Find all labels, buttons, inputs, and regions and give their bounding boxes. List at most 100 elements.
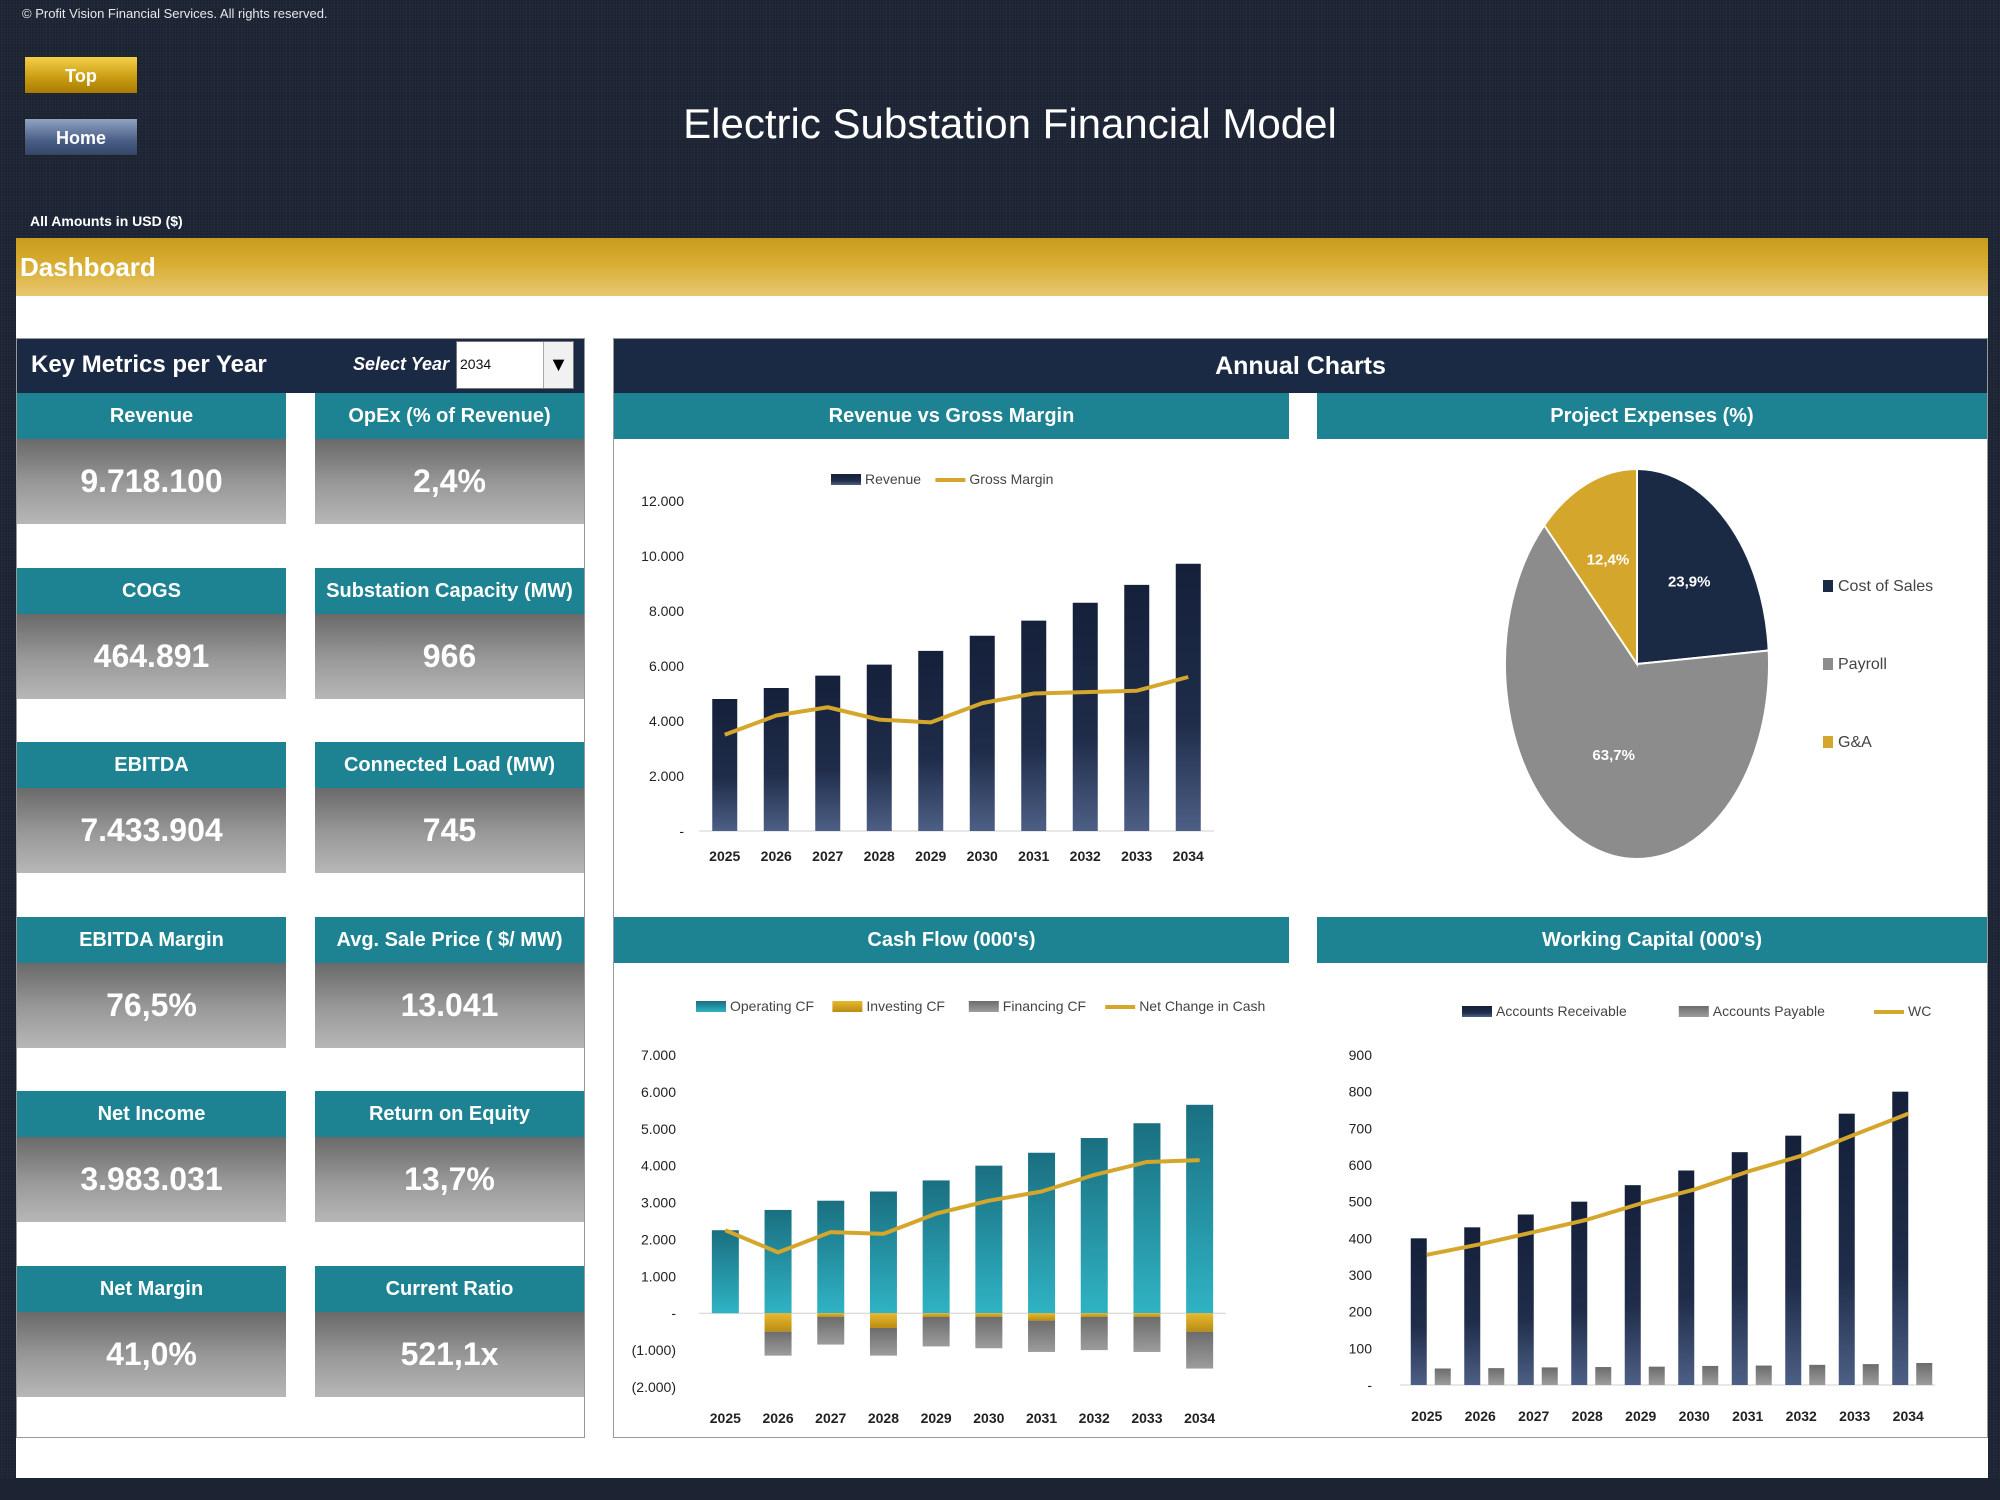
bar-revenue: [918, 650, 944, 831]
bar-accounts-payable: [1809, 1364, 1826, 1385]
x-tick-label: 2034: [1184, 1410, 1215, 1426]
x-tick-label: 2027: [1518, 1408, 1549, 1424]
y-tick-label: (1.000): [632, 1342, 676, 1358]
year-select[interactable]: 2034 ▼: [456, 341, 574, 389]
legend-label: Accounts Receivable: [1496, 1003, 1627, 1019]
pie-data-label: 23,9%: [1668, 573, 1711, 590]
bar-investing-cf: [975, 1313, 1003, 1317]
metric-card: EBITDA Margin 76,5%: [17, 916, 286, 1048]
home-button[interactable]: Home: [24, 118, 138, 156]
y-tick-label: 600: [1349, 1157, 1373, 1173]
section-banner: Dashboard: [16, 238, 1988, 296]
x-tick-label: 2029: [921, 1410, 952, 1426]
metric-label: Net Income: [17, 1091, 286, 1137]
y-tick-label: 200: [1349, 1304, 1373, 1320]
metric-label: EBITDA Margin: [17, 916, 286, 963]
revenue-chart-title: Revenue vs Gross Margin: [614, 393, 1289, 439]
bar-revenue: [866, 664, 892, 831]
bar-accounts-payable: [1916, 1363, 1933, 1385]
legend-label: WC: [1908, 1003, 1931, 1019]
metric-value: 76,5%: [17, 962, 286, 1048]
dropdown-arrow-icon[interactable]: ▼: [543, 342, 573, 388]
y-tick-label: 7.000: [641, 1047, 676, 1063]
legend-label: Financing CF: [1003, 998, 1086, 1014]
metric-value: 966: [315, 613, 584, 699]
expenses-chart-title: Project Expenses (%): [1317, 393, 1987, 439]
bar-accounts-receivable: [1678, 1170, 1695, 1385]
legend-label: Operating CF: [730, 998, 814, 1014]
bar-accounts-receivable: [1517, 1214, 1534, 1385]
pie-slice: [1504, 523, 1770, 860]
legend-label: Investing CF: [866, 998, 945, 1014]
bar-revenue: [763, 688, 789, 831]
key-metrics-header: Key Metrics per Year Select Year 2034 ▼: [17, 339, 584, 393]
metric-card: COGS 464.891: [17, 567, 286, 699]
metric-card: EBITDA 7.433.904: [17, 742, 286, 873]
y-tick-label: 2.000: [649, 768, 684, 784]
bar-revenue: [815, 675, 841, 831]
metric-label: Return on Equity: [315, 1091, 584, 1137]
metric-value: 13.041: [315, 962, 584, 1048]
pie-data-label: 12,4%: [1587, 551, 1630, 568]
y-tick-label: 4.000: [641, 1158, 676, 1174]
bar-financing-cf: [922, 1316, 950, 1347]
annual-charts-panel: Annual Charts Revenue vs Gross Margin - 2…: [613, 338, 1988, 1438]
bar-accounts-receivable: [1571, 1201, 1588, 1385]
metric-value: 9.718.100: [17, 439, 286, 524]
legend-label: Net Change in Cash: [1139, 998, 1265, 1014]
legend-swatch: [1823, 658, 1833, 670]
metric-value: 464.891: [17, 613, 286, 699]
bar-accounts-payable: [1862, 1364, 1879, 1385]
y-tick-label: 1.000: [641, 1268, 676, 1284]
select-year-label: Select Year: [353, 354, 450, 374]
working-capital-chart-title: Working Capital (000's): [1317, 917, 1987, 963]
page-title: Electric Substation Financial Model: [683, 100, 1337, 147]
pie-slice: [1636, 467, 1770, 666]
bar-accounts-receivable: [1464, 1227, 1481, 1385]
bottom-bar: [0, 1478, 2000, 1500]
x-tick-label: 2026: [761, 848, 792, 864]
y-tick-label: 10.000: [641, 548, 684, 564]
bar-operating-cf: [817, 1200, 845, 1314]
x-tick-label: 2032: [1786, 1408, 1817, 1424]
bar-accounts-receivable: [1892, 1091, 1909, 1385]
legend-swatch: [696, 1001, 726, 1012]
y-tick-label: 12.000: [641, 493, 684, 509]
x-tick-label: 2027: [815, 1410, 846, 1426]
bar-accounts-receivable: [1838, 1113, 1855, 1385]
bar-operating-cf: [869, 1191, 897, 1314]
bar-revenue: [969, 635, 995, 831]
bar-accounts-payable: [1488, 1368, 1505, 1385]
y-tick-label: -: [671, 1305, 676, 1321]
y-tick-label: 300: [1349, 1267, 1373, 1283]
y-tick-label: 4.000: [649, 713, 684, 729]
bar-financing-cf: [817, 1316, 845, 1345]
x-tick-label: 2032: [1079, 1410, 1110, 1426]
legend-label: G&A: [1838, 734, 1872, 751]
working-capital-chart: - 100 200 300 400 500 600 700 800 900 2025 2026 2027…: [1349, 1003, 1935, 1424]
bar-financing-cf: [764, 1331, 792, 1356]
bar-accounts-payable: [1702, 1365, 1719, 1385]
x-tick-label: 2028: [868, 1410, 899, 1426]
x-tick-label: 2034: [1893, 1408, 1924, 1424]
top-button[interactable]: Top: [24, 56, 138, 94]
bar-investing-cf: [1028, 1313, 1056, 1321]
x-tick-label: 2033: [1839, 1408, 1870, 1424]
metric-label: Connected Load (MW): [315, 742, 584, 788]
x-tick-label: 2031: [1732, 1408, 1763, 1424]
annual-charts-title: Annual Charts: [614, 339, 1987, 393]
cashflow-chart-title: Cash Flow (000's): [614, 917, 1289, 963]
bar-financing-cf: [1186, 1331, 1214, 1369]
metric-label: OpEx (% of Revenue): [315, 393, 584, 439]
bar-financing-cf: [1028, 1320, 1056, 1352]
metric-label: Avg. Sale Price ( $/ MW): [315, 916, 584, 963]
legend-swatch: [1462, 1006, 1492, 1017]
bar-accounts-receivable: [1785, 1135, 1802, 1385]
bar-accounts-payable: [1648, 1366, 1665, 1385]
x-tick-label: 2028: [864, 848, 895, 864]
bar-investing-cf: [764, 1313, 792, 1332]
metric-value: 7.433.904: [17, 788, 286, 873]
metric-label: Revenue: [17, 393, 286, 439]
bar-accounts-receivable: [1410, 1238, 1427, 1385]
x-tick-label: 2030: [1679, 1408, 1710, 1424]
